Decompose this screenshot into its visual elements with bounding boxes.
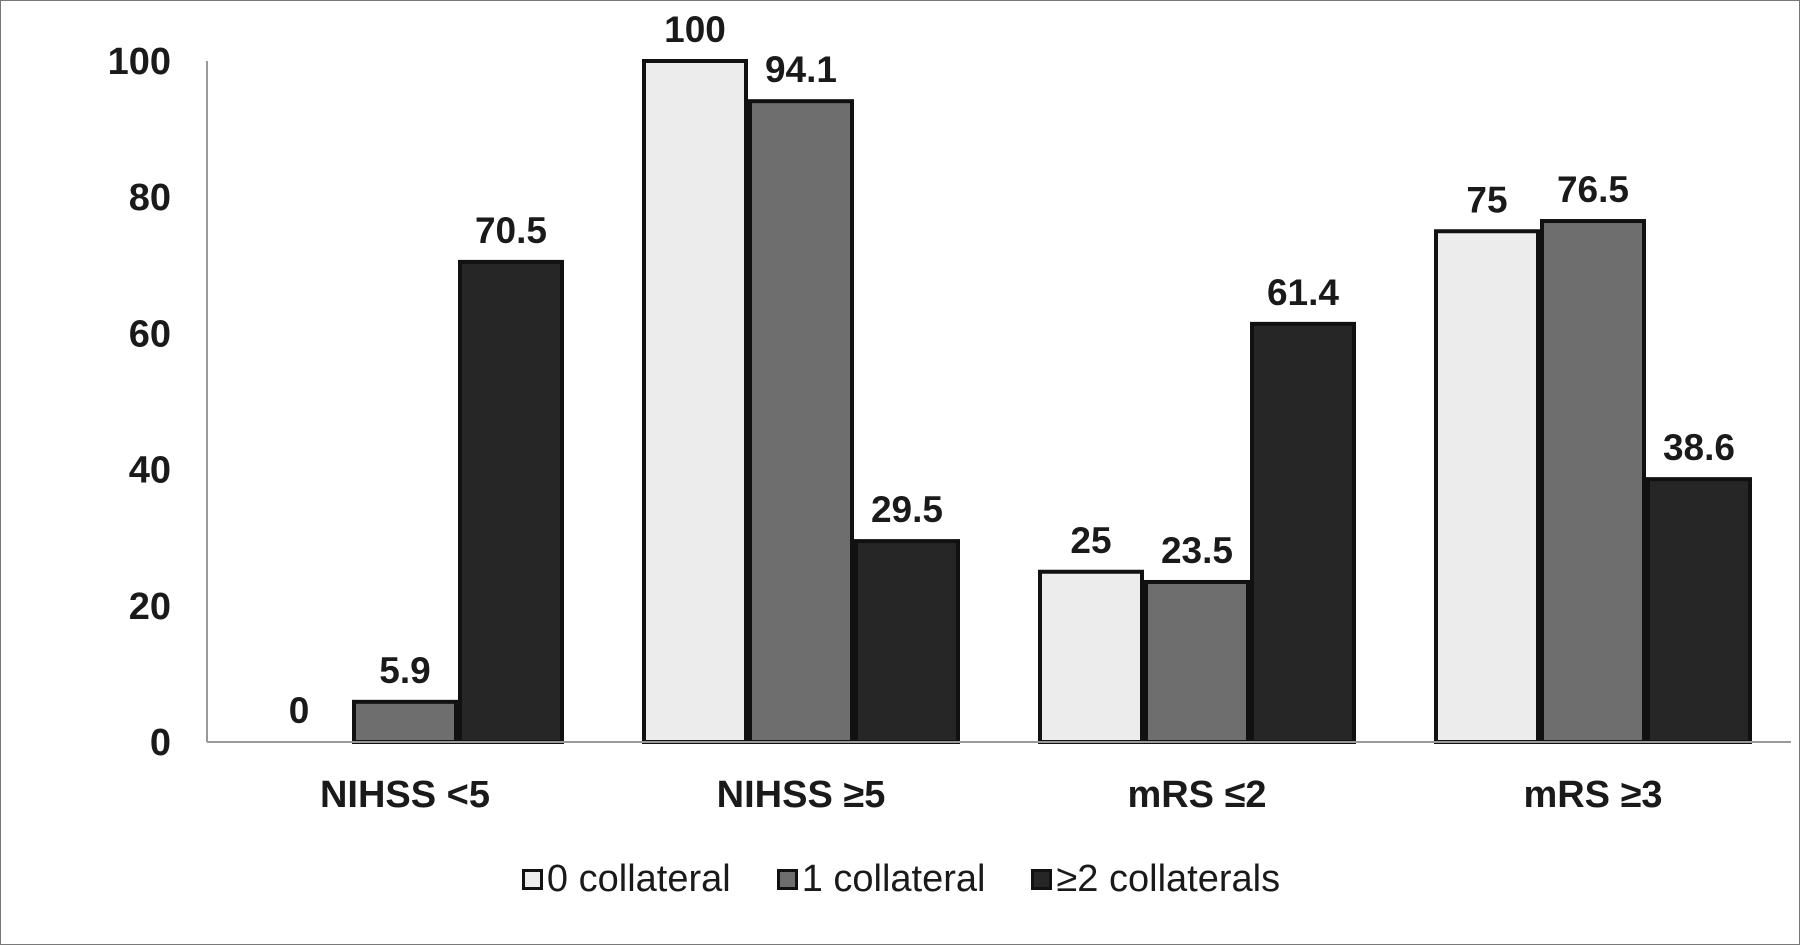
data-label-mrs-3-2-collaterals: 38.6 <box>1663 427 1735 468</box>
y-tick-label-0: 0 <box>150 722 171 764</box>
y-tick-label-60: 60 <box>129 313 171 355</box>
data-label-nihss-5-1-collateral: 94.1 <box>765 49 837 90</box>
bar-nihss-5-2-collaterals <box>854 539 960 744</box>
y-tick-label-80: 80 <box>129 177 171 219</box>
data-label-nihss-5-0-collateral: 100 <box>664 9 726 50</box>
data-label-mrs-2-0-collateral: 25 <box>1070 520 1111 561</box>
category-label-nihss-5: NIHSS ≥5 <box>717 774 886 816</box>
category-label-mrs-3: mRS ≥3 <box>1523 774 1662 816</box>
data-labels: 0 5.9 70.5 100 94.1 29.5 25 23.5 61.4 75 76.5 38.6 <box>289 9 1735 731</box>
bar-mrs-2-2-collaterals <box>1250 321 1356 744</box>
legend-label-2-collaterals: ≥2 collaterals <box>1056 858 1281 900</box>
legend-item-2-collaterals: ≥2 collaterals <box>1031 858 1280 901</box>
legend-item-1-collateral: 1 collateral <box>776 858 986 901</box>
data-label-mrs-2-2-collaterals: 61.4 <box>1267 272 1339 313</box>
legend: 0 collateral 1 collateral ≥2 collaterals <box>1 858 1800 901</box>
legend-swatch-2-collaterals <box>1031 869 1053 890</box>
data-label-nihss-5-0-collateral: 0 <box>289 690 310 731</box>
legend-label-0-collateral: 0 collateral <box>546 858 731 900</box>
bar-nihss-5-1-collateral <box>352 699 458 744</box>
y-tick-label-100: 100 <box>108 41 171 83</box>
bar-nihss-5-0-collateral <box>642 59 748 744</box>
category-labels: NIHSS <5 NIHSS ≥5 mRS ≤2 mRS ≥3 <box>320 774 1663 816</box>
y-tick-label-40: 40 <box>129 450 171 492</box>
category-label-mrs-2: mRS ≤2 <box>1127 774 1266 816</box>
data-label-mrs-3-0-collateral: 75 <box>1466 179 1507 220</box>
bars <box>352 59 1752 745</box>
data-label-nihss-5-1-collateral: 5.9 <box>379 650 430 691</box>
bar-mrs-2-0-collateral <box>1038 569 1144 744</box>
data-label-mrs-3-1-collateral: 76.5 <box>1557 169 1629 210</box>
bar-nihss-5-1-collateral <box>748 99 854 744</box>
legend-swatch-1-collateral <box>776 869 798 890</box>
bar-mrs-3-2-collaterals <box>1646 477 1752 744</box>
legend-swatch-0-collateral <box>521 869 543 890</box>
bar-mrs-2-1-collateral <box>1144 579 1250 745</box>
bar-mrs-3-1-collateral <box>1540 219 1646 745</box>
legend-label-1-collateral: 1 collateral <box>801 858 986 900</box>
data-label-nihss-5-2-collaterals: 70.5 <box>475 210 547 251</box>
data-label-nihss-5-2-collaterals: 29.5 <box>871 489 943 530</box>
y-axis-ticks: 0 20 40 60 80 100 <box>108 41 171 764</box>
bar-nihss-5-2-collaterals <box>458 259 564 744</box>
data-label-mrs-2-1-collateral: 23.5 <box>1161 530 1233 571</box>
category-label-nihss-5: NIHSS <5 <box>320 774 490 816</box>
bar-mrs-3-0-collateral <box>1434 229 1540 744</box>
y-tick-label-20: 20 <box>129 586 171 628</box>
legend-item-0-collateral: 0 collateral <box>521 858 731 901</box>
